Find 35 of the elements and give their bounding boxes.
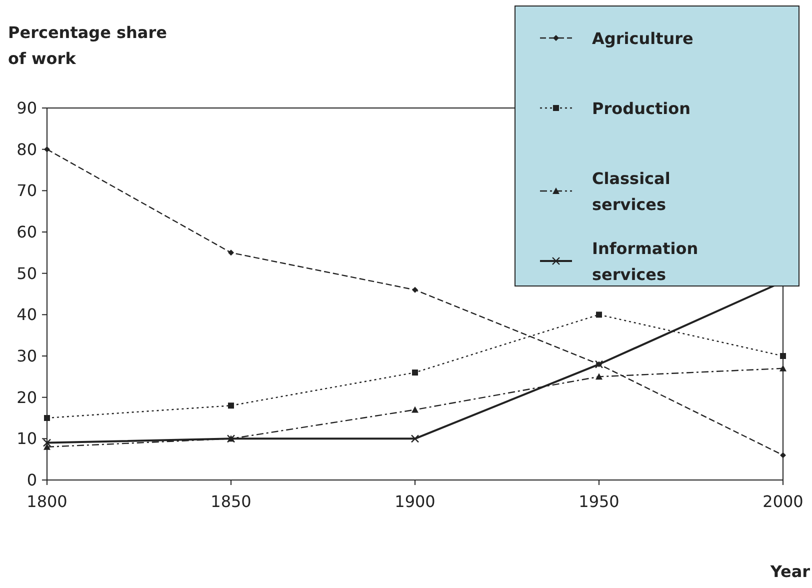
point (42, 438, 52, 447)
y-tick-label: 80 (16, 140, 37, 159)
legend-label: Information services (592, 238, 698, 284)
point (410, 434, 420, 443)
point (780, 353, 786, 359)
point (44, 415, 50, 421)
y-tick-label: 40 (16, 305, 37, 324)
point (228, 402, 234, 409)
y-tick-label: 70 (16, 181, 37, 200)
legend-label: Classical services (592, 168, 670, 214)
y-tick-label: 60 (16, 222, 37, 242)
y-tick-label: 90 (16, 98, 37, 118)
x-tick-label: 1850 (210, 492, 252, 511)
point (228, 250, 234, 256)
y-tick-label: 10 (16, 429, 37, 448)
y-tick-label: 0 (26, 470, 37, 490)
x-axis-title: Year (769, 562, 810, 581)
point (412, 370, 418, 376)
point (780, 452, 786, 458)
y-axis-title: Percentage share of work (8, 23, 168, 68)
point (780, 364, 786, 372)
x-tick-label: 1950 (578, 492, 620, 511)
point (412, 406, 418, 413)
point (596, 373, 602, 380)
x-tick-label: 1800 (26, 492, 68, 511)
y-tick-label: 30 (16, 346, 37, 366)
y-tick-label: 20 (16, 388, 37, 407)
x-tick-label: 2000 (762, 492, 804, 511)
legend-label: Agriculture (592, 28, 694, 48)
x-tick-label: 1900 (394, 492, 436, 511)
legend-label: Production (592, 98, 690, 118)
y-tick-label: 50 (16, 264, 37, 283)
point (596, 312, 602, 318)
point (44, 146, 50, 152)
point (412, 286, 418, 293)
